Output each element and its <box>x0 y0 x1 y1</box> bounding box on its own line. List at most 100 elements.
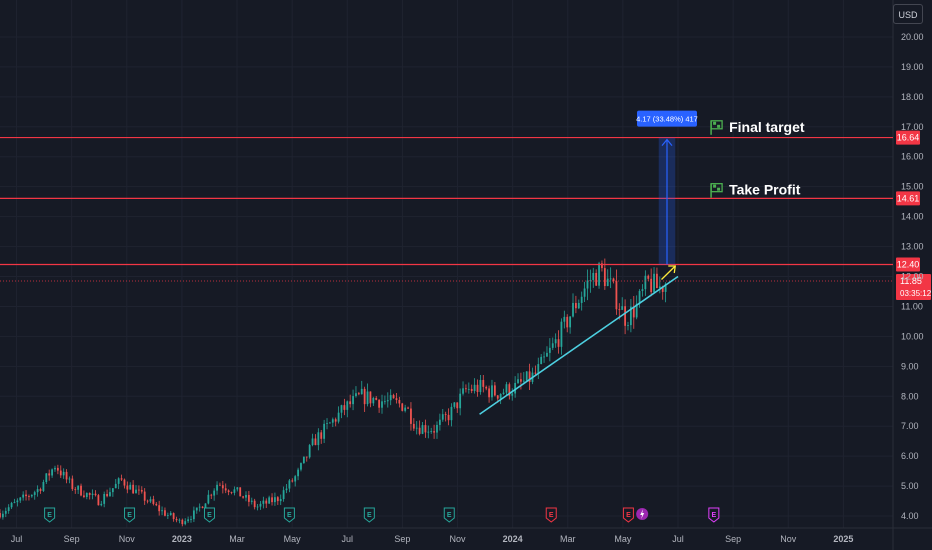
price-level-label: 14.61 <box>897 193 920 203</box>
bolt-shape <box>640 509 645 519</box>
price-axis[interactable]: 4.005.006.007.008.009.0010.0011.0012.001… <box>901 32 924 521</box>
earnings-icon: E <box>363 507 375 523</box>
price-tick-label: 20.00 <box>901 32 924 42</box>
candle-body <box>467 388 470 390</box>
earnings-badge <box>203 507 215 523</box>
candle-body <box>577 302 580 309</box>
time-tick-label: Nov <box>780 534 797 544</box>
time-tick-label: Jul <box>672 534 684 544</box>
candle-body <box>650 278 653 293</box>
candle-body <box>334 419 337 422</box>
annotation-label: Final target <box>729 119 805 135</box>
currency-button[interactable]: USD <box>893 4 923 24</box>
flag-check <box>717 124 721 128</box>
candle-body <box>187 519 190 522</box>
candle-body <box>653 273 655 293</box>
candle-body <box>329 422 331 424</box>
candle-body <box>346 401 349 410</box>
candle-body <box>302 456 305 464</box>
candle-body <box>158 505 161 512</box>
candle-body <box>288 480 291 489</box>
candle-body <box>436 424 438 433</box>
price-level-tag <box>896 257 920 272</box>
time-tick-label: Mar <box>229 534 245 544</box>
candle-body <box>276 497 279 502</box>
candle-body <box>438 419 441 425</box>
candle-body <box>369 391 372 404</box>
candle-body <box>433 431 435 433</box>
candle-body <box>48 473 51 476</box>
time-axis[interactable]: Jul Sep Nov 2023 Mar May Jul Sep Nov 2024 Mar May Ju… <box>11 534 854 544</box>
candle-body <box>580 296 583 303</box>
candle-body <box>181 519 184 525</box>
candle-body <box>482 379 485 387</box>
candle-body <box>152 499 155 504</box>
candle-body <box>198 506 201 508</box>
price-tick-label: 15.00 <box>901 182 924 192</box>
candle-body <box>355 393 357 397</box>
candle-body <box>54 467 56 470</box>
candle-body <box>352 396 354 405</box>
candle-body <box>398 399 401 404</box>
earnings-badge <box>545 507 557 523</box>
earnings-badge <box>283 507 295 523</box>
candle-body <box>566 316 569 328</box>
candle-body <box>415 427 418 429</box>
candle-body <box>363 388 366 405</box>
candle-body <box>274 497 276 503</box>
candle-body <box>317 432 320 446</box>
candle-body <box>372 397 375 404</box>
time-tick-label: Nov <box>119 534 136 544</box>
candle-body <box>132 484 135 494</box>
candle-body <box>314 438 317 446</box>
candle-body <box>16 500 19 503</box>
candle-body <box>595 272 598 286</box>
candle-body <box>520 379 522 382</box>
candle-body <box>656 273 658 289</box>
candle-body <box>282 490 285 500</box>
candle-body <box>143 491 146 501</box>
earnings-letter: E <box>549 512 554 519</box>
candle-body <box>389 395 392 401</box>
candle-body <box>42 481 45 491</box>
candle-body <box>560 321 563 347</box>
candle-body <box>300 463 302 470</box>
candle-body <box>381 401 383 408</box>
candle-body <box>459 393 462 409</box>
price-tick-label: 12.00 <box>901 272 924 282</box>
price-tick-label: 16.00 <box>901 152 924 162</box>
candle-body <box>569 316 572 328</box>
time-tick-label: Sep <box>394 534 410 544</box>
candle-body <box>522 380 525 382</box>
earnings-letter: E <box>447 512 452 519</box>
candle-body <box>7 507 10 511</box>
candle-body <box>74 489 77 490</box>
current-price-tag <box>896 273 931 300</box>
candle-body <box>505 384 508 393</box>
candle-body <box>262 500 265 504</box>
candle-body <box>13 502 16 503</box>
candle-body <box>291 480 294 482</box>
candle-body <box>572 302 574 317</box>
candle-body <box>407 407 409 409</box>
candle-body <box>294 476 297 482</box>
bar-countdown-label: 03:35:12 <box>900 289 932 298</box>
candle-body <box>554 339 557 344</box>
candle-body <box>331 419 334 423</box>
candle-body <box>71 478 74 490</box>
candle-body <box>511 393 514 396</box>
candle-body <box>548 347 551 353</box>
candle-body <box>308 445 311 458</box>
candle-body <box>401 403 404 411</box>
candle-body <box>245 494 247 498</box>
candle-body <box>583 288 586 297</box>
candle-body <box>80 485 82 496</box>
candle-body <box>4 510 7 514</box>
earnings-badge <box>622 507 634 523</box>
candle-body <box>19 497 22 501</box>
candle-body <box>488 388 490 398</box>
candlestick-series <box>0 258 667 527</box>
candle-body <box>624 306 626 326</box>
candle-body <box>88 493 91 495</box>
